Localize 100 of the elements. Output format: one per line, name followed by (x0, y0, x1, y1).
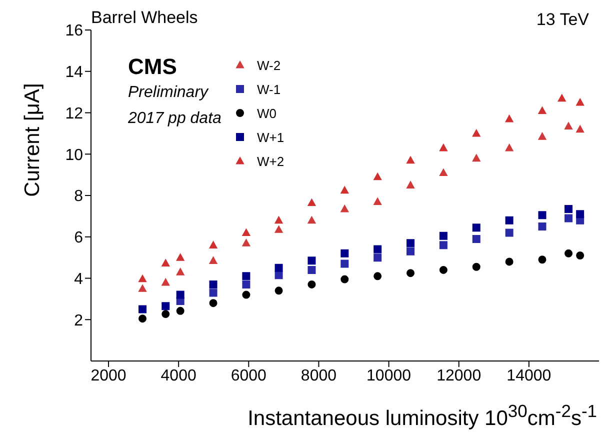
point (176, 268, 184, 276)
point (374, 198, 382, 206)
point (406, 269, 415, 278)
annotation: 2017 pp data (128, 110, 222, 128)
x-tick-label: 4000 (160, 367, 196, 384)
x-tick-label: 12000 (436, 367, 482, 384)
point (538, 132, 546, 140)
point (406, 239, 415, 248)
point (162, 310, 170, 318)
point (406, 156, 415, 164)
y-tick-label: 2 (74, 312, 84, 330)
y-tick-label: 12 (65, 105, 84, 122)
point (538, 211, 546, 220)
x-tick-label: 6000 (230, 367, 267, 384)
point (374, 254, 382, 262)
point (505, 228, 514, 237)
x-axis-title: Instantaneous luminosity 10$^{30}$cm$^{-2}$s$^{-1}$ (248, 401, 597, 431)
point (138, 305, 146, 314)
y-tick-label: 6 (74, 230, 84, 247)
point (439, 241, 448, 250)
point (242, 290, 250, 299)
point (472, 262, 480, 271)
legend-label: W-2 (257, 58, 281, 72)
annotation: CMS (128, 54, 177, 80)
point (162, 278, 170, 286)
point (472, 224, 480, 232)
point (564, 204, 573, 213)
legend-label: W0 (257, 106, 276, 120)
y-tick-label: 16 (65, 22, 84, 40)
point (308, 216, 316, 224)
point (209, 241, 218, 248)
point (340, 186, 349, 194)
point (439, 232, 448, 240)
point (138, 284, 146, 292)
y-tick-label: 14 (65, 64, 84, 82)
point (242, 280, 250, 288)
legend-label: W+1 (257, 130, 284, 144)
point (274, 286, 283, 295)
point (209, 280, 218, 288)
point (406, 247, 415, 256)
point (209, 288, 218, 297)
point (340, 260, 349, 268)
point (505, 144, 514, 152)
point (439, 144, 448, 152)
point (209, 299, 218, 308)
point (340, 275, 349, 284)
point (162, 302, 170, 310)
point (274, 264, 283, 272)
legend-label: W+2 (257, 154, 284, 168)
point (176, 290, 184, 299)
point (538, 222, 546, 231)
x-tick-label: 14000 (506, 367, 552, 384)
y-tick-label: 8 (74, 188, 84, 206)
point (176, 306, 184, 315)
point (564, 214, 573, 222)
point (505, 216, 514, 224)
point (439, 168, 448, 176)
point (340, 249, 349, 258)
point (308, 280, 316, 288)
point (406, 181, 415, 188)
y-axis-title: Current [μA] (21, 82, 45, 199)
point (472, 129, 480, 137)
annotation: Preliminary (128, 84, 208, 102)
point (209, 256, 218, 264)
y-tick-label: 10 (65, 146, 84, 164)
point (242, 272, 250, 280)
point (242, 239, 250, 246)
point (308, 198, 316, 206)
point (576, 125, 584, 133)
point (374, 272, 382, 280)
point (558, 94, 566, 102)
x-tick-label: 8000 (300, 367, 337, 384)
point (308, 266, 316, 274)
point (138, 274, 146, 282)
point (162, 259, 170, 266)
x-tick-label: 10000 (366, 367, 412, 384)
x-tick-label: 2000 (90, 367, 126, 384)
y-tick-label: 4 (74, 270, 84, 288)
point (274, 216, 283, 224)
point (472, 154, 480, 162)
point (576, 210, 584, 218)
point (374, 172, 382, 180)
point (439, 266, 448, 274)
point (472, 234, 480, 243)
text: 13 TeV (536, 10, 589, 30)
point (564, 249, 573, 258)
point (576, 252, 584, 260)
point (564, 122, 573, 130)
point (505, 114, 514, 122)
point (340, 204, 349, 212)
point (242, 228, 250, 236)
point (176, 254, 184, 261)
point (538, 256, 546, 264)
point (274, 226, 283, 233)
point (138, 314, 146, 323)
point (576, 98, 584, 106)
legend-label: W-1 (257, 82, 281, 96)
point (374, 245, 382, 254)
point (538, 106, 546, 114)
point (505, 258, 514, 266)
